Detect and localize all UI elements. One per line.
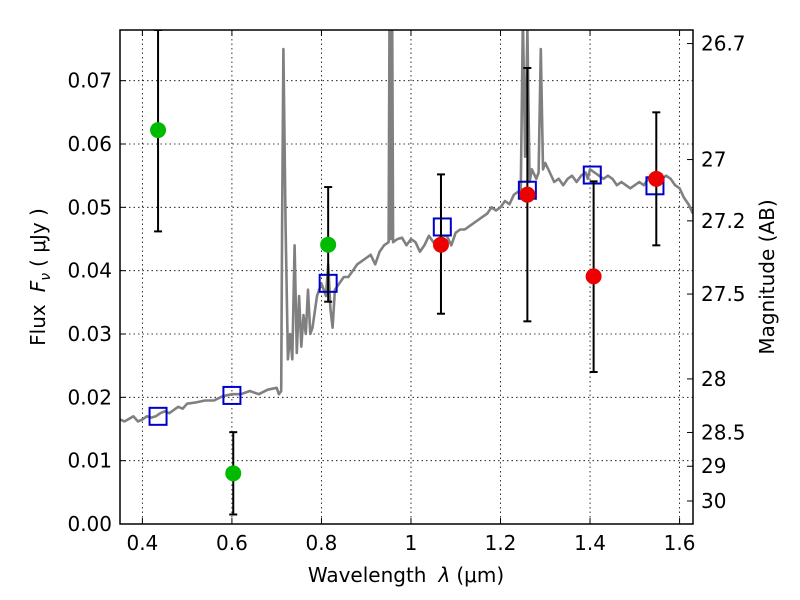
sed-model-line bbox=[120, 30, 693, 423]
x-tick-label: 0.4 bbox=[126, 531, 158, 555]
y2-tick-label: 27 bbox=[701, 148, 726, 172]
x-axis-label: Wavelength λ (μm) bbox=[308, 563, 504, 587]
y2-tick-labels: 26.7 27 27.2 27.5 28 28.5 29 30 bbox=[701, 32, 746, 513]
x-tick-labels: 0.4 0.6 0.8 1 1.2 1.4 1.6 bbox=[126, 531, 695, 555]
grid bbox=[120, 30, 693, 524]
green-data-point bbox=[320, 236, 337, 253]
model-flux-marker bbox=[148, 406, 168, 426]
red-data-point bbox=[432, 236, 449, 253]
y-tick-label: 0.00 bbox=[67, 512, 112, 536]
green-data-point bbox=[150, 122, 167, 139]
y2-tick-label: 28.5 bbox=[701, 420, 746, 444]
x-tick-label: 1 bbox=[405, 531, 418, 555]
red-data-point bbox=[585, 268, 602, 285]
red-data-point bbox=[648, 170, 665, 187]
y-tick-label: 0.01 bbox=[67, 449, 112, 473]
y-tick-label: 0.07 bbox=[67, 69, 112, 93]
plot-frame bbox=[119, 29, 694, 525]
x-tick-label: 1.4 bbox=[574, 531, 606, 555]
model-flux-marker bbox=[432, 217, 452, 237]
plot-layer bbox=[120, 30, 693, 516]
y-tick-label: 0.06 bbox=[67, 132, 112, 156]
y2-tick-label: 27.2 bbox=[701, 209, 746, 233]
model-flux-marker bbox=[222, 385, 242, 405]
y-tick-label: 0.02 bbox=[67, 385, 112, 409]
y2-tick-label: 27.5 bbox=[701, 282, 746, 306]
green-data-point bbox=[225, 465, 242, 482]
x-tick-label: 0.6 bbox=[216, 531, 248, 555]
red-data-point bbox=[519, 186, 536, 203]
y2-tick-label: 29 bbox=[701, 454, 726, 478]
y2-tick-label: 30 bbox=[701, 489, 726, 513]
x-tick-label: 1.2 bbox=[485, 531, 517, 555]
x-tick-label: 0.8 bbox=[306, 531, 338, 555]
y-tick-label: 0.03 bbox=[67, 322, 112, 346]
model-flux-marker bbox=[582, 165, 602, 185]
y-tick-label: 0.05 bbox=[67, 195, 112, 219]
y-tick-label: 0.04 bbox=[67, 259, 112, 283]
x-tick-label: 1.6 bbox=[664, 531, 696, 555]
plot-background bbox=[120, 30, 693, 524]
y-tick-labels: 0.00 0.01 0.02 0.03 0.04 0.05 0.06 0.07 bbox=[67, 69, 112, 536]
y2-tick-label: 26.7 bbox=[701, 32, 746, 56]
y2-axis-label: Magnitude (AB) bbox=[755, 199, 779, 354]
y-axis-label: FluxFν( μJy ) bbox=[26, 208, 54, 346]
y2-tick-label: 28 bbox=[701, 367, 726, 391]
